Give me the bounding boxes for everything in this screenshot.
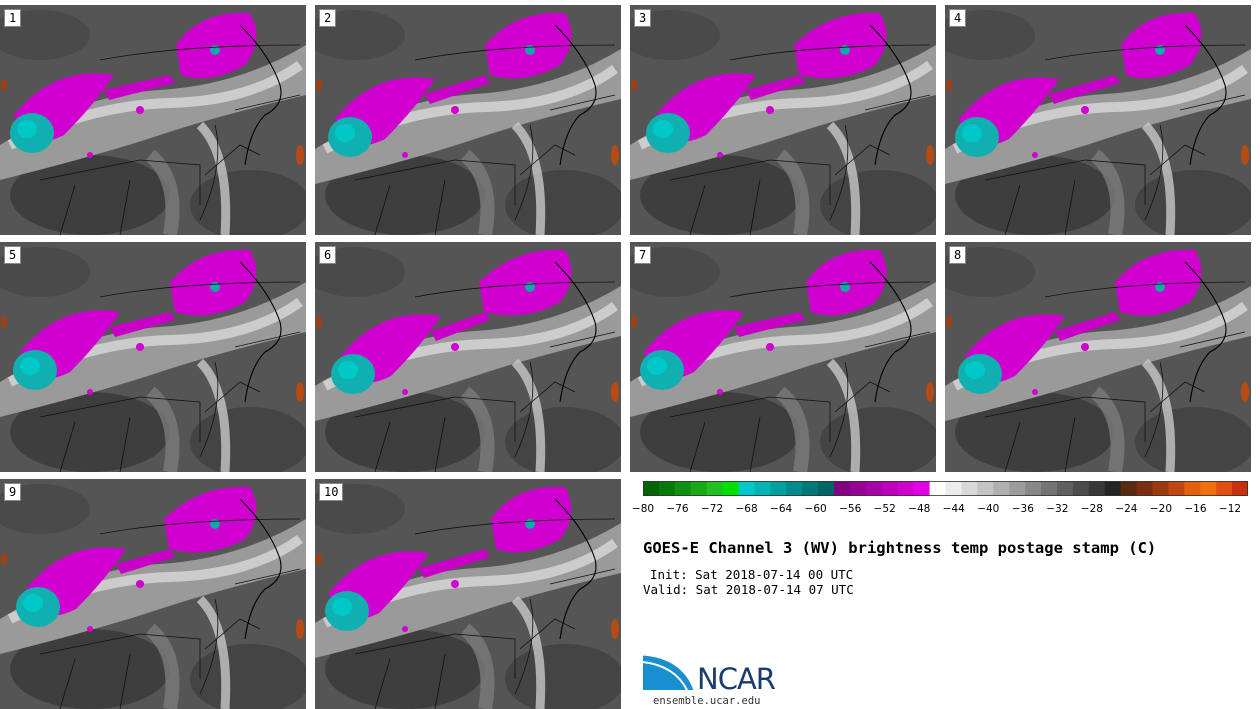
panel-number: 10 <box>319 483 344 501</box>
colorbar-tick-label: −80 <box>631 503 655 515</box>
chart-title: GOES-E Channel 3 (WV) brightness temp po… <box>643 539 1157 557</box>
colorbar-segment <box>961 481 978 496</box>
colorbar-segment <box>1216 481 1233 496</box>
wv-map <box>630 5 936 235</box>
colorbar-tick-label: −68 <box>735 503 758 515</box>
colorbar-segment <box>1136 481 1153 496</box>
panel-number: 8 <box>949 246 967 264</box>
forecast-panel: 3 <box>630 5 936 235</box>
colorbar-tick-label: −36 <box>1011 503 1034 515</box>
colorbar-tick-label: −48 <box>908 503 931 515</box>
colorbar-segment <box>690 481 708 496</box>
colorbar-tick-label: −52 <box>873 503 896 515</box>
colorbar-tick-label: −76 <box>666 503 689 515</box>
colorbar-segment <box>738 481 755 496</box>
logo-text: NCAR <box>697 662 776 696</box>
wv-map <box>945 5 1251 235</box>
valid-time: Valid: Sat 2018-07-14 07 UTC <box>643 582 854 597</box>
colorbar-segment <box>865 481 883 496</box>
forecast-panel: 1 <box>0 5 306 235</box>
colorbar-segment <box>945 481 962 496</box>
wv-map <box>0 242 306 472</box>
colorbar-segment <box>1120 481 1138 496</box>
wv-map <box>0 5 306 235</box>
panel-number: 9 <box>4 483 22 501</box>
colorbar-segment <box>897 481 915 496</box>
colorbar-segment <box>881 481 899 496</box>
wv-map <box>945 242 1251 472</box>
colorbar-tick-label: −40 <box>977 503 1000 515</box>
colorbar-tick-label: −44 <box>942 503 965 515</box>
forecast-panel: 7 <box>630 242 936 472</box>
panel-number: 6 <box>319 246 337 264</box>
colorbar-segment <box>1072 481 1090 496</box>
panel-number: 1 <box>4 9 22 27</box>
colorbar-segment <box>1025 481 1042 496</box>
colorbar <box>643 481 1248 496</box>
colorbar-segment <box>1009 481 1026 496</box>
forecast-panel: 10 <box>315 479 621 709</box>
colorbar-segment <box>929 481 946 496</box>
colorbar-segment <box>1168 481 1185 496</box>
colorbar-segment <box>993 481 1010 496</box>
colorbar-segment <box>674 481 692 496</box>
colorbar-segment <box>818 481 835 496</box>
colorbar-segment <box>1056 481 1074 496</box>
colorbar-tick-label: −16 <box>1184 503 1207 515</box>
colorbar-tick-label: −32 <box>1046 503 1069 515</box>
colorbar-segment <box>722 481 740 496</box>
colorbar-segment <box>977 481 994 496</box>
colorbar-segment <box>1184 481 1201 496</box>
colorbar-segment <box>1232 481 1248 496</box>
colorbar-segment <box>849 481 867 496</box>
colorbar-tick-label: −20 <box>1149 503 1173 515</box>
colorbar-segment <box>1088 481 1106 496</box>
colorbar-segment <box>786 481 803 496</box>
colorbar-tick-label: −28 <box>1080 503 1103 515</box>
colorbar-segment <box>1104 481 1122 496</box>
site-url: ensemble.ucar.edu <box>653 695 761 707</box>
colorbar-segment <box>706 481 724 496</box>
panel-number: 3 <box>634 9 652 27</box>
forecast-panel: 2 <box>315 5 621 235</box>
wv-map <box>0 479 306 709</box>
colorbar-segment <box>770 481 787 496</box>
panel-number: 5 <box>4 246 22 264</box>
forecast-panel: 6 <box>315 242 621 472</box>
ncar-logo <box>643 652 697 691</box>
forecast-panel: 4 <box>945 5 1251 235</box>
colorbar-segment <box>913 481 931 496</box>
wv-map <box>315 5 621 235</box>
colorbar-segment <box>643 481 660 496</box>
wv-map <box>315 479 621 709</box>
wv-map <box>630 242 936 472</box>
forecast-panel: 9 <box>0 479 306 709</box>
colorbar-segment <box>658 481 676 496</box>
wv-map <box>315 242 621 472</box>
colorbar-segment <box>1200 481 1217 496</box>
colorbar-tick-label: −24 <box>1115 503 1138 515</box>
colorbar-tick-label: −56 <box>839 503 862 515</box>
forecast-panel: 8 <box>945 242 1251 472</box>
panel-number: 4 <box>949 9 967 27</box>
init-time: Init: Sat 2018-07-14 00 UTC <box>650 567 854 582</box>
colorbar-tick-label: −72 <box>700 503 724 515</box>
colorbar-segment <box>1041 481 1058 496</box>
colorbar-tick-label: −12 <box>1218 503 1242 515</box>
panel-number: 7 <box>634 246 652 264</box>
colorbar-tick-label: −60 <box>804 503 827 515</box>
colorbar-segment <box>1152 481 1169 496</box>
colorbar-segment <box>754 481 771 496</box>
forecast-panel: 5 <box>0 242 306 472</box>
panel-number: 2 <box>319 9 337 27</box>
colorbar-tick-label: −64 <box>770 503 793 515</box>
colorbar-segment <box>834 481 851 496</box>
colorbar-segment <box>802 481 819 496</box>
